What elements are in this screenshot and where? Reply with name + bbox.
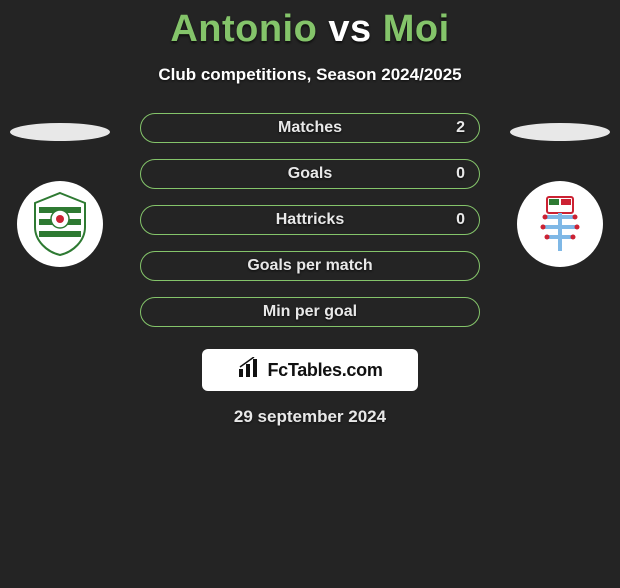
bar-chart-icon — [237, 357, 261, 384]
brand-text: FcTables.com — [267, 360, 382, 381]
left-team-column — [10, 123, 110, 267]
stat-value-right: 2 — [456, 119, 465, 137]
left-disc-icon — [10, 123, 110, 141]
date-text: 29 september 2024 — [0, 407, 620, 427]
player2-name: Moi — [383, 8, 450, 50]
stat-row-hattricks: Hattricks 0 — [140, 205, 480, 235]
stat-label: Goals — [288, 165, 332, 183]
stat-row-matches: Matches 2 — [140, 113, 480, 143]
brand-badge[interactable]: FcTables.com — [202, 349, 418, 391]
stat-row-goals-per-match: Goals per match — [140, 251, 480, 281]
vs-text: vs — [328, 8, 371, 50]
stat-label: Goals per match — [247, 257, 372, 275]
stat-row-goals: Goals 0 — [140, 159, 480, 189]
left-club-crest-icon — [17, 181, 103, 267]
subtitle: Club competitions, Season 2024/2025 — [0, 65, 620, 85]
comparison-title: Antonio vs Moi — [0, 8, 620, 51]
stat-row-min-per-goal: Min per goal — [140, 297, 480, 327]
right-team-column — [510, 123, 610, 267]
right-club-crest-icon — [517, 181, 603, 267]
stat-label: Matches — [278, 119, 342, 137]
right-disc-icon — [510, 123, 610, 141]
stat-label: Min per goal — [263, 303, 357, 321]
stats-list: Matches 2 Goals 0 Hattricks 0 Goals per … — [140, 113, 480, 327]
stat-value-right: 0 — [456, 211, 465, 229]
stat-label: Hattricks — [276, 211, 344, 229]
player1-name: Antonio — [170, 8, 317, 50]
stat-value-right: 0 — [456, 165, 465, 183]
